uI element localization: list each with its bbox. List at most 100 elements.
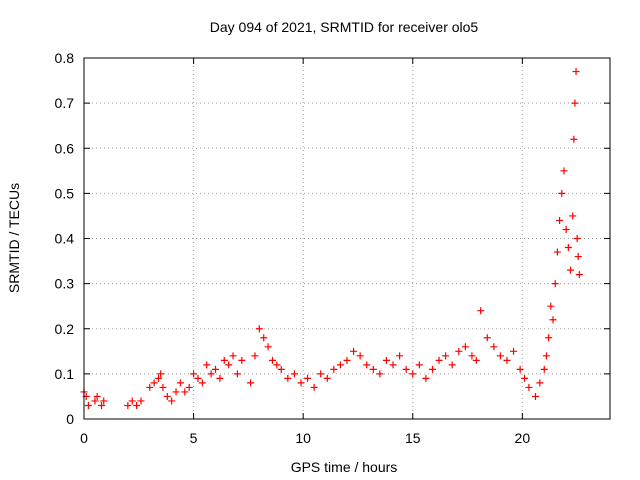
data-point bbox=[194, 374, 202, 382]
data-point bbox=[468, 352, 476, 360]
data-point bbox=[428, 365, 436, 373]
data-point bbox=[382, 356, 390, 364]
data-point bbox=[562, 225, 570, 233]
data-point bbox=[146, 383, 154, 391]
data-point bbox=[297, 379, 305, 387]
y-tick-label: 0.5 bbox=[55, 185, 75, 201]
chart-title: Day 094 of 2021, SRMTID for receiver olo… bbox=[210, 19, 479, 35]
data-point bbox=[323, 374, 331, 382]
axis-ticks: 0 0.1 0.2 0.3 0.4 0.5 0.6 0.7 0.8 0 5 10 15 20 bbox=[55, 50, 610, 446]
y-tick-label: 0.7 bbox=[55, 95, 75, 111]
data-point bbox=[409, 370, 417, 378]
data-point bbox=[553, 248, 561, 256]
data-point bbox=[207, 370, 215, 378]
data-point bbox=[564, 244, 572, 252]
x-tick-label: 10 bbox=[295, 430, 311, 446]
data-point bbox=[521, 374, 529, 382]
data-point bbox=[503, 356, 511, 364]
data-point bbox=[181, 388, 189, 396]
data-point bbox=[277, 365, 285, 373]
data-point bbox=[572, 68, 580, 76]
data-point bbox=[556, 216, 564, 224]
data-point bbox=[549, 316, 557, 324]
data-point bbox=[247, 379, 255, 387]
data-point bbox=[176, 379, 184, 387]
data-point bbox=[203, 361, 211, 369]
data-point bbox=[225, 361, 233, 369]
data-point bbox=[284, 374, 292, 382]
data-point bbox=[496, 352, 504, 360]
y-tick-label: 0 bbox=[66, 411, 74, 427]
data-point bbox=[477, 307, 485, 315]
y-tick-label: 0.1 bbox=[55, 366, 75, 382]
x-axis-label: GPS time / hours bbox=[291, 459, 398, 475]
data-point bbox=[172, 388, 180, 396]
data-point bbox=[396, 352, 404, 360]
data-point bbox=[442, 352, 450, 360]
data-point bbox=[93, 392, 101, 400]
data-point bbox=[98, 401, 106, 409]
y-tick-label: 0.3 bbox=[55, 276, 75, 292]
data-point bbox=[483, 334, 491, 342]
data-point bbox=[343, 356, 351, 364]
x-tick-label: 20 bbox=[515, 430, 531, 446]
data-point bbox=[220, 356, 228, 364]
data-point bbox=[540, 365, 548, 373]
data-point bbox=[155, 374, 163, 382]
data-point bbox=[547, 302, 555, 310]
data-point bbox=[185, 383, 193, 391]
data-point bbox=[216, 374, 224, 382]
data-point bbox=[571, 99, 579, 107]
data-point bbox=[336, 361, 344, 369]
data-point bbox=[251, 352, 259, 360]
data-point bbox=[363, 361, 371, 369]
data-point bbox=[290, 370, 298, 378]
data-point bbox=[560, 167, 568, 175]
x-tick-label: 15 bbox=[405, 430, 421, 446]
data-point bbox=[159, 383, 167, 391]
data-point bbox=[264, 343, 272, 351]
data-point bbox=[536, 379, 544, 387]
data-point bbox=[455, 347, 463, 355]
data-points bbox=[80, 68, 583, 409]
data-point bbox=[461, 343, 469, 351]
data-point bbox=[569, 212, 577, 220]
data-point bbox=[570, 135, 578, 143]
data-point bbox=[448, 361, 456, 369]
data-point bbox=[490, 343, 498, 351]
data-point bbox=[567, 266, 575, 274]
data-point bbox=[150, 379, 158, 387]
data-point bbox=[198, 379, 206, 387]
data-point bbox=[516, 365, 524, 373]
data-point bbox=[168, 397, 176, 405]
data-point bbox=[350, 347, 358, 355]
data-point bbox=[573, 235, 581, 242]
data-point bbox=[124, 401, 132, 409]
data-point bbox=[369, 365, 377, 373]
data-point bbox=[212, 365, 219, 373]
data-point bbox=[317, 370, 325, 378]
data-point bbox=[435, 356, 443, 364]
data-point bbox=[304, 374, 312, 382]
data-point bbox=[190, 370, 198, 378]
data-point bbox=[268, 356, 276, 364]
data-point bbox=[356, 352, 364, 360]
data-point bbox=[472, 356, 480, 364]
data-point bbox=[273, 361, 281, 369]
grid-lines bbox=[84, 58, 610, 419]
data-point bbox=[558, 189, 566, 197]
data-point bbox=[422, 374, 430, 382]
data-point bbox=[389, 361, 397, 369]
data-point bbox=[238, 356, 246, 364]
data-point bbox=[402, 365, 410, 373]
data-point bbox=[260, 334, 268, 342]
data-point bbox=[255, 325, 263, 333]
y-tick-label: 0.8 bbox=[55, 50, 75, 66]
data-point bbox=[91, 397, 99, 405]
plot-frame bbox=[83, 57, 611, 420]
data-point bbox=[128, 397, 136, 405]
data-point bbox=[157, 370, 165, 378]
data-point bbox=[137, 397, 145, 405]
data-point bbox=[531, 392, 539, 400]
